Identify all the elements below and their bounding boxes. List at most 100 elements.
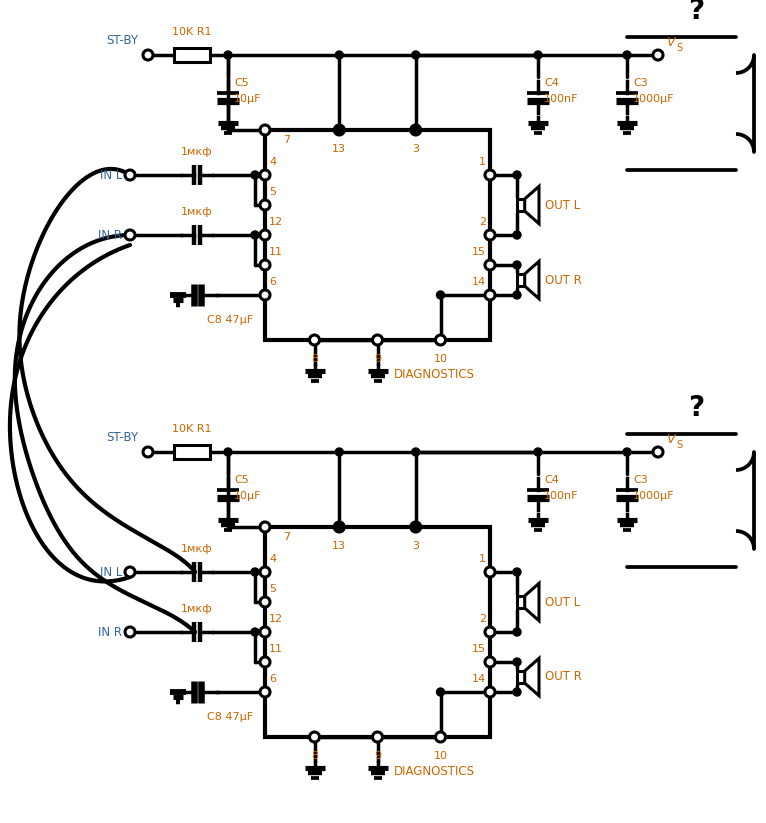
Text: 9: 9 (374, 354, 381, 364)
Circle shape (372, 335, 382, 345)
Bar (174, 48, 210, 62)
Text: S: S (676, 43, 683, 53)
Text: 2: 2 (479, 217, 486, 227)
Text: 15: 15 (472, 644, 486, 654)
Circle shape (485, 687, 495, 697)
Text: 5: 5 (269, 187, 276, 197)
Circle shape (436, 732, 446, 742)
Text: 10µF: 10µF (234, 491, 261, 501)
Text: 3: 3 (412, 541, 419, 551)
Text: 100nF: 100nF (544, 491, 578, 501)
Bar (265, 130, 490, 340)
Circle shape (411, 125, 421, 135)
Circle shape (260, 567, 270, 577)
Circle shape (260, 657, 270, 667)
Circle shape (125, 627, 135, 637)
Bar (174, 445, 210, 459)
Circle shape (372, 732, 382, 742)
Circle shape (334, 522, 344, 532)
Circle shape (336, 448, 343, 456)
Text: 14: 14 (472, 674, 486, 684)
Circle shape (485, 657, 495, 667)
Text: OUT L: OUT L (545, 198, 581, 212)
Text: 1000µF: 1000µF (633, 94, 675, 104)
Text: 13: 13 (332, 541, 346, 551)
Circle shape (513, 261, 521, 269)
Text: C4: C4 (544, 475, 559, 485)
Circle shape (513, 688, 521, 696)
Circle shape (513, 291, 521, 299)
Text: 6: 6 (269, 277, 276, 287)
Circle shape (260, 125, 270, 135)
Circle shape (260, 687, 270, 697)
Circle shape (336, 523, 343, 531)
Circle shape (309, 335, 319, 345)
Circle shape (143, 50, 153, 60)
Text: 7: 7 (283, 135, 290, 145)
Text: ST-BY: ST-BY (106, 431, 138, 444)
Circle shape (485, 290, 495, 300)
Text: C5: C5 (234, 78, 249, 88)
Bar (517, 274, 525, 286)
Text: 4: 4 (269, 554, 276, 564)
Circle shape (412, 51, 420, 59)
Text: 3: 3 (412, 144, 419, 154)
Bar (517, 671, 525, 683)
Text: 10µF: 10µF (234, 94, 261, 104)
Text: IN L: IN L (100, 565, 122, 579)
Text: 1000µF: 1000µF (633, 491, 675, 501)
Circle shape (437, 291, 444, 299)
Text: 10K R1: 10K R1 (172, 27, 211, 37)
Circle shape (437, 688, 444, 696)
Polygon shape (525, 261, 539, 299)
Text: 15: 15 (472, 247, 486, 257)
Circle shape (623, 51, 631, 59)
Text: 6: 6 (269, 674, 276, 684)
Text: 13: 13 (332, 144, 346, 154)
Text: 14: 14 (472, 277, 486, 287)
Text: DIAGNOSTICS: DIAGNOSTICS (394, 765, 474, 778)
Bar (517, 596, 525, 608)
Text: 1мкф: 1мкф (182, 604, 213, 614)
Text: OUT R: OUT R (545, 671, 582, 683)
Circle shape (260, 290, 270, 300)
Text: 1: 1 (479, 554, 486, 564)
Text: OUT L: OUT L (545, 596, 581, 608)
Polygon shape (525, 658, 539, 695)
Circle shape (513, 658, 521, 666)
Circle shape (412, 126, 420, 134)
Circle shape (260, 522, 270, 532)
Text: 2: 2 (479, 614, 486, 624)
Text: C4: C4 (544, 78, 559, 88)
Text: 11: 11 (269, 644, 283, 654)
Text: 100nF: 100nF (544, 94, 578, 104)
Circle shape (336, 51, 343, 59)
Circle shape (436, 335, 446, 345)
Text: C8 47µF: C8 47µF (207, 315, 253, 325)
Text: 8: 8 (311, 354, 318, 364)
Text: OUT R: OUT R (545, 273, 582, 286)
Circle shape (412, 523, 420, 531)
Circle shape (513, 568, 521, 576)
Circle shape (534, 51, 542, 59)
Circle shape (653, 50, 663, 60)
Bar (265, 527, 490, 737)
Text: 10K R1: 10K R1 (172, 424, 211, 434)
Circle shape (125, 230, 135, 240)
Text: DIAGNOSTICS: DIAGNOSTICS (394, 368, 474, 381)
Circle shape (224, 448, 232, 456)
Text: C5: C5 (234, 475, 249, 485)
Text: 1мкф: 1мкф (182, 147, 213, 157)
Text: IN R: IN R (98, 229, 122, 241)
Circle shape (260, 597, 270, 607)
Text: 1мкф: 1мкф (182, 544, 213, 554)
Text: 12: 12 (269, 217, 283, 227)
Text: IN L: IN L (100, 169, 122, 182)
Text: 4: 4 (269, 157, 276, 167)
Circle shape (125, 170, 135, 180)
Circle shape (485, 567, 495, 577)
Text: 10: 10 (434, 354, 447, 364)
Circle shape (485, 170, 495, 180)
Text: ?: ? (689, 394, 705, 422)
Text: 8: 8 (311, 751, 318, 761)
